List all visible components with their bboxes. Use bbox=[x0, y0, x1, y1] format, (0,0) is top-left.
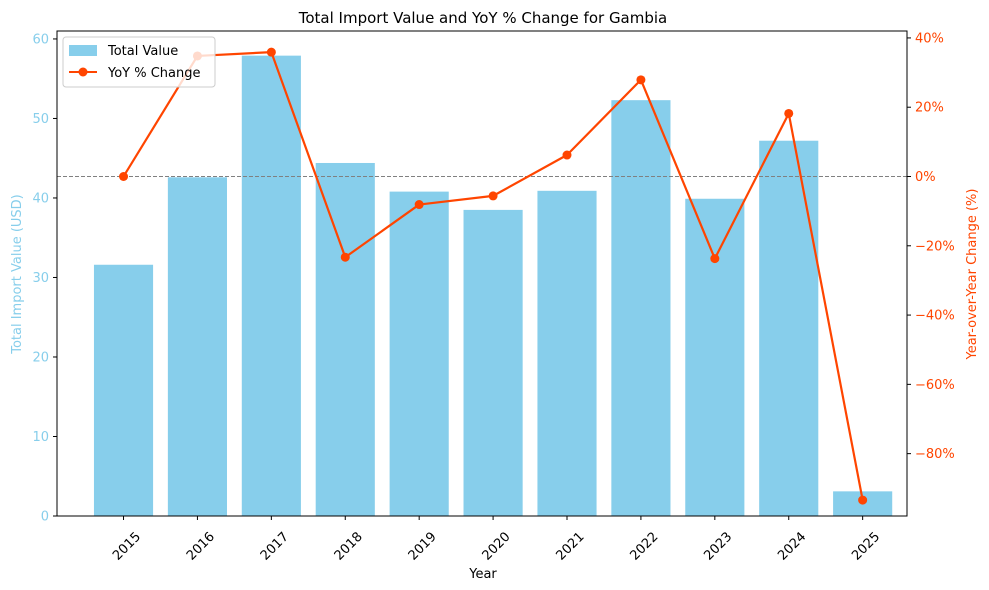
x-tick-label: 2024 bbox=[775, 530, 809, 564]
yoy-point-2017 bbox=[266, 47, 276, 57]
legend-box bbox=[62, 36, 216, 88]
x-tick-label: 2018 bbox=[332, 530, 366, 564]
bar-2015 bbox=[93, 264, 154, 516]
right-tick-label: 20% bbox=[915, 101, 944, 116]
right-tick-label: 0% bbox=[915, 170, 936, 185]
bar-series bbox=[93, 55, 893, 517]
legend-label-yoy-change: YoY % Change bbox=[107, 66, 201, 81]
yoy-point-2022 bbox=[636, 75, 646, 85]
chart-title: Total Import Value and YoY % Change for … bbox=[298, 9, 668, 27]
x-tick-label: 2020 bbox=[480, 530, 514, 564]
right-tick-label: 40% bbox=[915, 31, 944, 46]
right-axis: −80% −60% −40% −20% 0% 20% 40% bbox=[907, 31, 955, 462]
x-tick-label: 2023 bbox=[701, 530, 735, 564]
right-tick-label: −20% bbox=[915, 239, 955, 254]
yoy-point-2018 bbox=[340, 252, 350, 262]
yoy-point-2021 bbox=[562, 150, 572, 160]
yoy-point-2025 bbox=[858, 495, 868, 505]
bar-2017 bbox=[241, 55, 301, 516]
left-tick-label: 50 bbox=[32, 112, 49, 127]
x-axis: 2015 2016 2017 2018 2019 2020 2021 2022 2023 2024… bbox=[110, 516, 883, 564]
bar-2019 bbox=[389, 191, 449, 516]
yoy-point-2024 bbox=[784, 108, 794, 118]
right-tick-label: −40% bbox=[915, 309, 955, 324]
x-tick-label: 2016 bbox=[184, 530, 218, 564]
yoy-point-2020 bbox=[488, 191, 498, 201]
left-tick-label: 60 bbox=[32, 32, 49, 47]
bar-2018 bbox=[315, 162, 375, 516]
left-tick-label: 10 bbox=[32, 430, 49, 445]
left-tick-label: 20 bbox=[32, 350, 49, 365]
bar-2022 bbox=[611, 100, 671, 517]
legend-bar-swatch bbox=[69, 45, 97, 56]
left-tick-label: 30 bbox=[32, 271, 49, 286]
plot-frame bbox=[56, 30, 908, 517]
x-tick-label: 2015 bbox=[110, 530, 144, 564]
legend-line-marker bbox=[78, 67, 88, 77]
left-tick-label: 0 bbox=[41, 510, 49, 525]
x-tick-label: 2017 bbox=[258, 530, 292, 564]
right-tick-label: −80% bbox=[915, 447, 955, 462]
left-tick-label: 40 bbox=[32, 191, 49, 206]
x-tick-label: 2021 bbox=[554, 530, 588, 564]
x-tick-label: 2022 bbox=[627, 530, 661, 564]
x-tick-label: 2025 bbox=[849, 530, 883, 564]
right-tick-label: −60% bbox=[915, 378, 955, 393]
x-axis-label: Year bbox=[468, 567, 497, 582]
bar-2023 bbox=[685, 198, 745, 516]
left-axis: 0 10 20 30 40 50 60 bbox=[32, 32, 57, 525]
bar-2016 bbox=[167, 177, 227, 516]
yoy-point-2019 bbox=[414, 200, 424, 210]
yoy-line-series bbox=[119, 47, 868, 505]
bar-2024 bbox=[759, 140, 819, 516]
right-axis-label: Year-over-Year Change (%) bbox=[965, 189, 980, 361]
left-axis-label: Total Import Value (USD) bbox=[10, 194, 25, 355]
legend-label-total-value: Total Value bbox=[107, 44, 178, 59]
yoy-point-2023 bbox=[710, 254, 720, 264]
bar-2021 bbox=[537, 190, 597, 517]
x-tick-label: 2019 bbox=[406, 530, 440, 564]
legend: Total Value YoY % Change bbox=[62, 36, 216, 88]
yoy-point-2015 bbox=[119, 172, 129, 181]
bar-2020 bbox=[463, 209, 523, 517]
